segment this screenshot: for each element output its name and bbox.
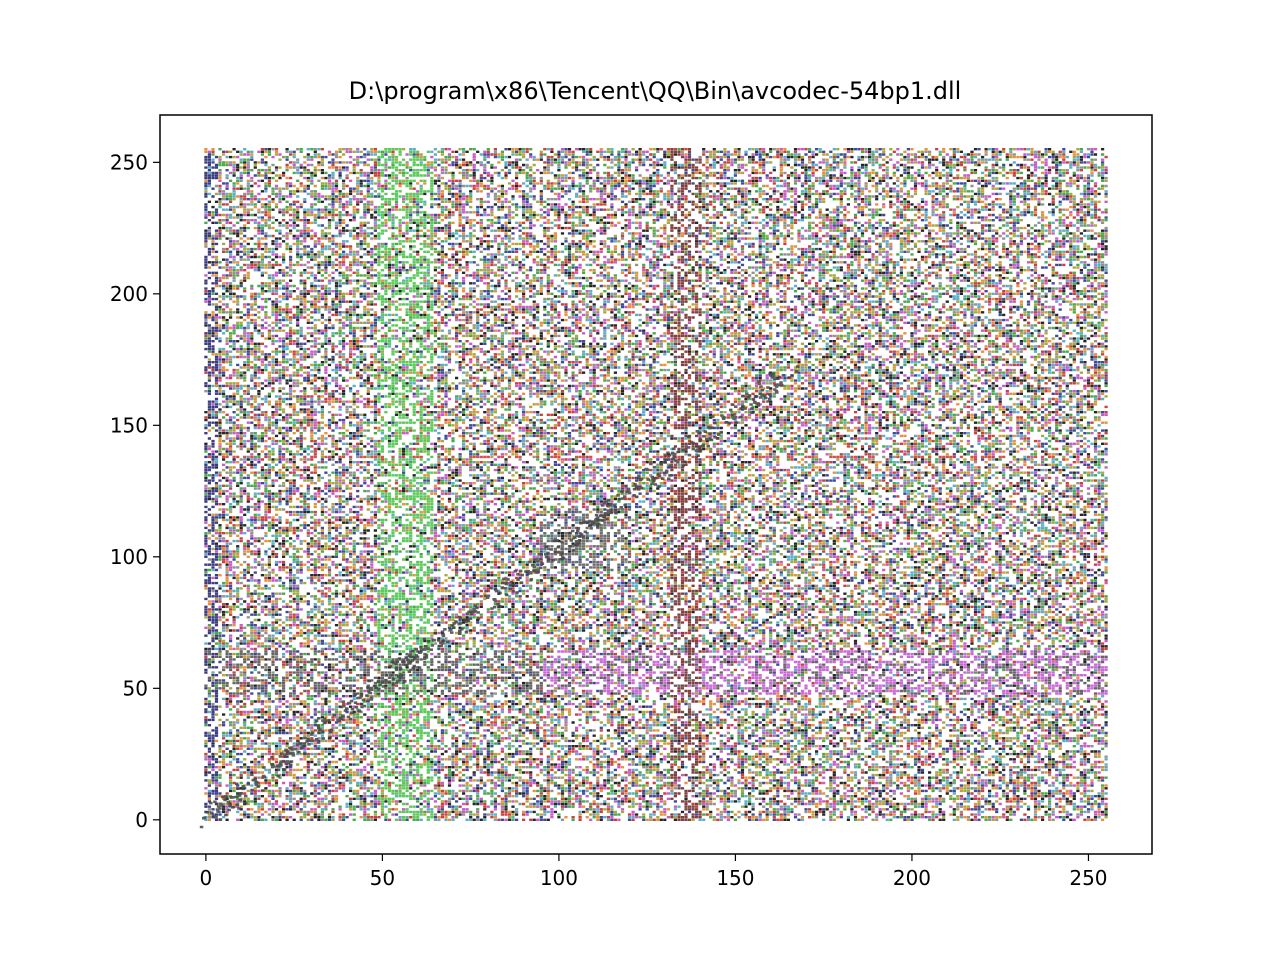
x-tick-label: 200 xyxy=(893,866,931,890)
chart-title: D:\program\x86\Tencent\QQ\Bin\avcodec-54… xyxy=(349,77,962,105)
plot-frame xyxy=(159,114,1153,855)
point-series-4 xyxy=(204,148,1108,821)
y-tick-label: 250 xyxy=(110,150,148,174)
x-tick-label: 100 xyxy=(540,866,578,890)
y-tick-label: 150 xyxy=(110,413,148,437)
x-tick-label: 150 xyxy=(716,866,754,890)
point-series-8 xyxy=(204,650,1108,695)
x-tick-label: 0 xyxy=(200,866,213,890)
x-tick-label: 250 xyxy=(1069,866,1107,890)
y-axis: 0 50 100 150 200 250 xyxy=(110,150,160,832)
point-series-5 xyxy=(204,148,1108,821)
x-tick-label: 50 xyxy=(370,866,395,890)
point-series-12 xyxy=(377,148,434,821)
point-series-16 xyxy=(199,365,800,829)
point-series-14 xyxy=(543,650,1108,695)
y-tick-label: 200 xyxy=(110,282,148,306)
point-series-11 xyxy=(207,455,1091,459)
scatter-points xyxy=(199,148,1108,829)
y-tick-label: 50 xyxy=(123,676,148,700)
y-tick-label: 100 xyxy=(110,545,148,569)
y-tick-label: 0 xyxy=(135,808,148,832)
x-axis: 0 50 100 150 200 250 xyxy=(200,854,1108,890)
point-series-15 xyxy=(670,148,702,821)
point-series-1 xyxy=(204,153,219,822)
point-series-3 xyxy=(204,148,1108,821)
